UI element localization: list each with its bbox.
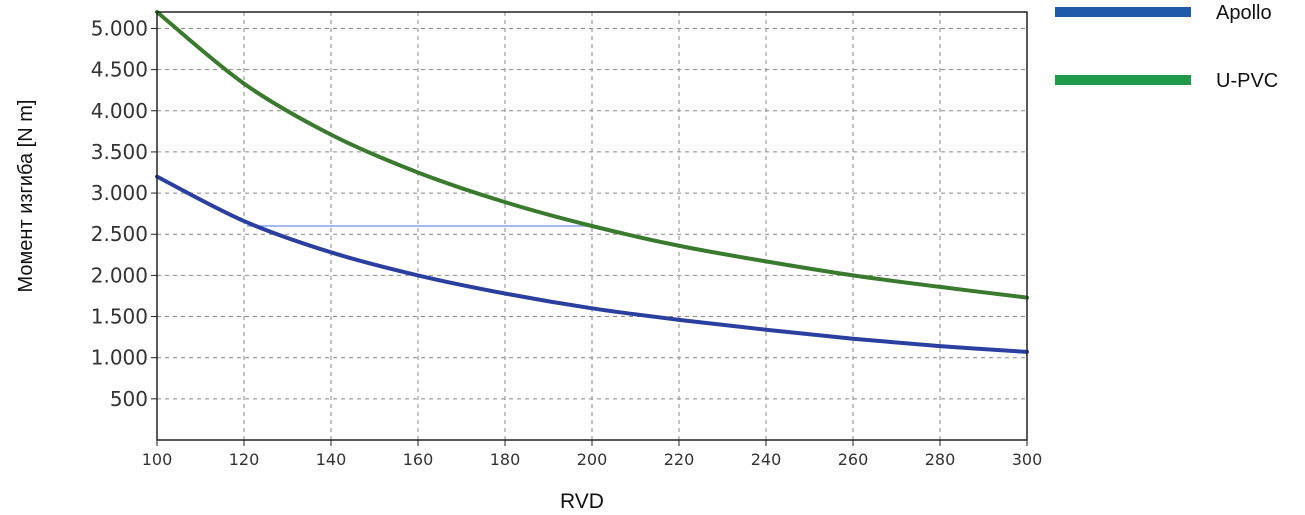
x-tick-label: 260 <box>838 450 869 469</box>
grid-layer <box>157 12 1027 440</box>
x-tick-label: 160 <box>403 450 434 469</box>
legend-label-u-pvc: U-PVC <box>1216 70 1278 92</box>
x-tick-label: 280 <box>925 450 956 469</box>
y-tick-label: 1.000 <box>91 346 148 370</box>
legend-swatch-apollo <box>1055 7 1191 17</box>
legend-swatch-u-pvc <box>1055 75 1191 85</box>
y-tick-label: 2.500 <box>91 222 148 246</box>
y-tick-label: 4.500 <box>91 58 148 82</box>
series-line-apollo <box>155 174 1029 354</box>
x-tick-label: 220 <box>664 450 695 469</box>
x-axis-title: RVD <box>560 490 604 513</box>
y-tick-label: 3.500 <box>91 140 148 164</box>
x-tick-label: 100 <box>142 450 173 469</box>
x-tick-label: 300 <box>1012 450 1043 469</box>
x-tick-label: 240 <box>751 450 782 469</box>
y-tick-label: 3.000 <box>91 181 148 205</box>
series-layer <box>155 10 1029 354</box>
x-tick-label: 120 <box>229 450 260 469</box>
legend-label-apollo: Apollo <box>1216 2 1272 24</box>
x-tick-label: 180 <box>490 450 521 469</box>
y-axis-title: Момент изгиба [N m] <box>15 100 37 293</box>
x-tick-label: 200 <box>577 450 608 469</box>
y-tick-label: 1.500 <box>91 305 148 329</box>
y-tick-label: 5.000 <box>91 16 148 40</box>
x-tick-labels: 100 120 140 160 180 200 220 240 260 280 300 <box>142 440 1043 469</box>
y-tick-label: 2.000 <box>91 263 148 287</box>
y-tick-label: 500 <box>110 387 148 411</box>
y-tick-labels: 500 1.000 1.500 2.000 2.500 3.000 3.500 4.000 4.… <box>91 16 157 411</box>
x-tick-label: 140 <box>316 450 347 469</box>
legend: Apollo U-PVC <box>1055 2 1278 92</box>
y-tick-label: 4.000 <box>91 99 148 123</box>
series-line-u-pvc <box>155 10 1029 300</box>
